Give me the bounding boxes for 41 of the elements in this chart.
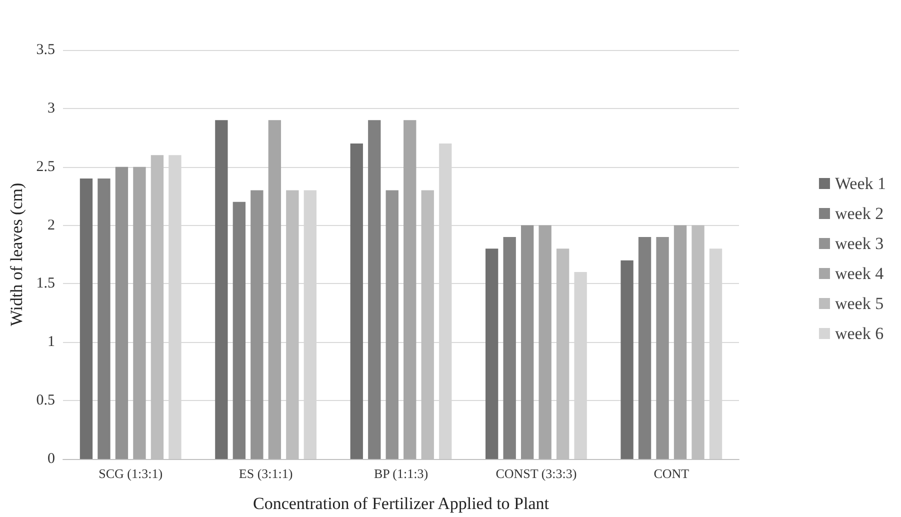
legend-label: week 4 [834, 264, 884, 283]
y-tick-label: 2.5 [36, 158, 55, 175]
legend-label: week 3 [834, 234, 884, 253]
bar [115, 166, 128, 459]
legend-label: Week 1 [834, 174, 886, 193]
bar [232, 202, 246, 459]
bar [520, 225, 534, 459]
bar [404, 120, 416, 459]
legend-label: week 5 [834, 294, 884, 313]
y-tick-label: 3 [48, 100, 55, 116]
bar [350, 143, 363, 459]
y-tick-label: 3.5 [36, 42, 55, 58]
bar [98, 178, 110, 459]
y-tick-label: 0 [48, 451, 55, 467]
bar [80, 178, 93, 459]
legend-label: week 6 [834, 324, 884, 343]
bar [538, 225, 552, 459]
bar [368, 120, 381, 459]
x-tick-label: BP (1:1:3) [374, 466, 428, 481]
bar [386, 190, 398, 459]
y-tick-label: 0.5 [36, 392, 55, 409]
bar [674, 225, 687, 459]
bar [656, 236, 669, 459]
y-tick-label: 1 [48, 334, 55, 350]
y-tick-label: 1.5 [36, 276, 55, 292]
legend-label: week 2 [834, 204, 884, 223]
bar [503, 236, 516, 459]
bar [268, 120, 282, 459]
x-tick-label: SCG (1:3:1) [98, 466, 163, 481]
bar [215, 120, 228, 459]
bar [133, 166, 146, 459]
bar [486, 248, 498, 459]
y-axis-title: Width of leaves (cm) [7, 182, 26, 326]
bar [620, 260, 634, 459]
bar [250, 190, 264, 459]
x-tick-label: ES (3:1:1) [238, 466, 293, 481]
y-tick-label: 2 [48, 217, 55, 234]
bar [638, 236, 652, 459]
x-axis-title: Concentration of Fertilizer Applied to Plant [252, 494, 550, 513]
x-tick-label: CONST (3:3:3) [496, 466, 577, 481]
x-tick-label: CONT [654, 466, 690, 481]
